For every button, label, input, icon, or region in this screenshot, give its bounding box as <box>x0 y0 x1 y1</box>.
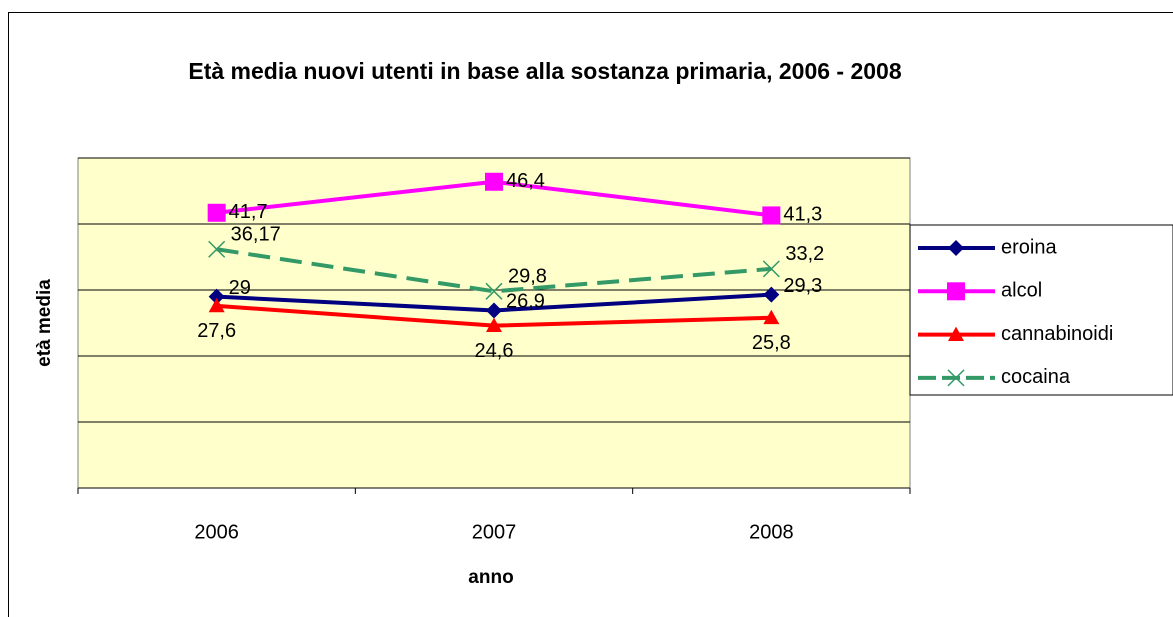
data-label: 29,3 <box>783 275 822 297</box>
data-label: 25,8 <box>752 332 791 354</box>
marker <box>208 288 225 305</box>
legend-box <box>909 224 1173 396</box>
marker <box>947 282 965 301</box>
marker <box>486 317 502 333</box>
legend-label: eroina <box>1001 236 1057 258</box>
marker <box>207 203 226 222</box>
marker <box>948 240 964 256</box>
marker <box>485 172 503 191</box>
legend-label: cocaina <box>1001 366 1071 388</box>
data-label: 41,7 <box>229 201 268 223</box>
marker <box>208 297 225 313</box>
marker <box>948 326 964 341</box>
data-label: 33,2 <box>785 243 824 265</box>
marker <box>947 369 965 387</box>
y-axis-label: età media <box>34 279 55 367</box>
legend-label: cannabinoidi <box>1001 323 1113 345</box>
x-axis-label: anno <box>468 567 513 588</box>
marker <box>208 240 226 258</box>
marker <box>763 286 780 303</box>
marker <box>763 309 780 325</box>
marker <box>762 206 781 225</box>
data-label: 29 <box>229 277 251 299</box>
data-label: 36,17 <box>231 224 281 246</box>
data-label: 24,6 <box>475 340 514 362</box>
marker <box>486 302 502 319</box>
legend-label: alcol <box>1001 280 1042 302</box>
chart-title: Età media nuovi utenti in base alla sost… <box>188 58 902 84</box>
data-label: 41,3 <box>783 204 822 226</box>
x-tick-label: 2007 <box>472 521 517 543</box>
data-label: 46,4 <box>506 170 545 192</box>
series-line <box>216 247 772 294</box>
marker <box>485 282 503 300</box>
data-label: 27,6 <box>197 320 236 342</box>
data-label: 29,8 <box>508 266 547 288</box>
x-tick-label: 2006 <box>194 521 239 543</box>
x-tick-label: 2008 <box>749 521 794 543</box>
marker <box>762 260 780 278</box>
data-label: 26,9 <box>506 291 545 313</box>
